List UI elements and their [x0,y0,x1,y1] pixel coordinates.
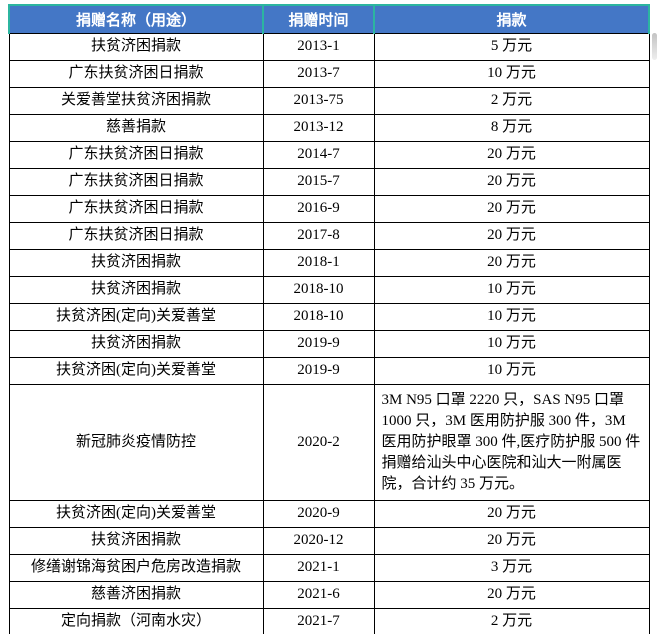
table-row: 扶贫济困捐款 2020-12 20 万元 [8,526,650,555]
header-donation-date: 捐赠时间 [262,4,375,34]
header-row: 捐赠名称（用途） 捐赠时间 捐款 [8,4,650,34]
donation-amount-cell: 10 万元 [373,356,650,385]
table-row: 慈善济困捐款 2021-6 20 万元 [8,580,650,609]
table-row: 定向捐款（河南水灾） 2021-7 2 万元 [8,607,650,634]
donation-name-cell: 广东扶贫济困日捐款 [8,167,264,196]
table-row: 扶贫济困(定向)关爱善堂 2020-9 20 万元 [8,499,650,528]
donation-name-cell: 扶贫济困(定向)关爱善堂 [8,356,264,385]
donation-date-cell: 2019-9 [262,329,375,358]
donations-table-container: 捐赠名称（用途） 捐赠时间 捐款 扶贫济困捐款 2013-1 5 万元 广东扶贫… [8,4,650,634]
table-row: 广东扶贫济困日捐款 2015-7 20 万元 [8,167,650,196]
donations-table: 捐赠名称（用途） 捐赠时间 捐款 扶贫济困捐款 2013-1 5 万元 广东扶贫… [8,4,650,634]
donation-amount-cell: 20 万元 [373,499,650,528]
donation-name-cell: 扶贫济困(定向)关爱善堂 [8,499,264,528]
donation-date-cell: 2013-12 [262,113,375,142]
donation-amount-cell: 3 万元 [373,553,650,582]
donation-date-cell: 2013-1 [262,32,375,61]
donation-date-cell: 2017-8 [262,221,375,250]
donation-amount-detail-cell: 3M N95 口罩 2220 只，SAS N95 口罩 1000 只，3M 医用… [373,383,650,501]
donation-name-cell: 关爱善堂扶贫济困捐款 [8,86,264,115]
donation-name-cell: 慈善捐款 [8,113,264,142]
table-row: 修缮谢锦海贫困户危房改造捐款 2021-1 3 万元 [8,553,650,582]
donation-amount-cell: 20 万元 [373,248,650,277]
donation-name-cell: 扶贫济困(定向)关爱善堂 [8,302,264,331]
table-row: 慈善捐款 2013-12 8 万元 [8,113,650,142]
table-row-covid-details: 新冠肺炎疫情防控 2020-2 3M N95 口罩 2220 只，SAS N95… [8,383,650,501]
table-row: 广东扶贫济困日捐款 2013-7 10 万元 [8,59,650,88]
donation-date-cell: 2018-1 [262,248,375,277]
donation-date-cell: 2021-6 [262,580,375,609]
donation-amount-cell: 5 万元 [373,32,650,61]
donation-date-cell: 2014-7 [262,140,375,169]
donation-date-cell: 2019-9 [262,356,375,385]
donation-amount-cell: 10 万元 [373,59,650,88]
donation-amount-cell: 2 万元 [373,86,650,115]
donation-amount-cell: 20 万元 [373,526,650,555]
donation-name-cell: 新冠肺炎疫情防控 [8,383,264,501]
donation-name-cell: 广东扶贫济困日捐款 [8,140,264,169]
donation-amount-cell: 20 万元 [373,580,650,609]
table-row: 扶贫济困捐款 2019-9 10 万元 [8,329,650,358]
donation-amount-cell: 10 万元 [373,302,650,331]
donation-date-cell: 2021-7 [262,607,375,634]
donation-date-cell: 2020-9 [262,499,375,528]
donation-name-cell: 修缮谢锦海贫困户危房改造捐款 [8,553,264,582]
table-row: 关爱善堂扶贫济困捐款 2013-75 2 万元 [8,86,650,115]
donation-name-cell: 扶贫济困捐款 [8,329,264,358]
donation-date-cell: 2018-10 [262,302,375,331]
donation-name-cell: 广东扶贫济困日捐款 [8,221,264,250]
donation-amount-cell: 20 万元 [373,167,650,196]
donation-date-cell: 2013-7 [262,59,375,88]
donation-amount-cell: 10 万元 [373,275,650,304]
header-donation-amount: 捐款 [373,4,650,34]
donation-date-cell: 2016-9 [262,194,375,223]
donation-amount-cell: 8 万元 [373,113,650,142]
donation-amount-cell: 20 万元 [373,221,650,250]
header-donation-name: 捐赠名称（用途） [8,4,264,34]
table-row: 扶贫济困捐款 2018-1 20 万元 [8,248,650,277]
donation-name-cell: 扶贫济困捐款 [8,275,264,304]
table-row: 广东扶贫济困日捐款 2014-7 20 万元 [8,140,650,169]
table-row: 广东扶贫济困日捐款 2017-8 20 万元 [8,221,650,250]
table-row: 广东扶贫济困日捐款 2016-9 20 万元 [8,194,650,223]
donation-name-cell: 广东扶贫济困日捐款 [8,194,264,223]
donation-amount-cell: 10 万元 [373,329,650,358]
donation-amount-cell: 20 万元 [373,194,650,223]
donation-date-cell: 2013-75 [262,86,375,115]
donation-date-cell: 2018-10 [262,275,375,304]
donation-amount-cell: 20 万元 [373,140,650,169]
scrollbar-thumb[interactable] [652,33,657,60]
table-row: 扶贫济困捐款 2018-10 10 万元 [8,275,650,304]
donation-name-cell: 定向捐款（河南水灾） [8,607,264,634]
donation-name-cell: 广东扶贫济困日捐款 [8,59,264,88]
donation-date-cell: 2020-2 [262,383,375,501]
donation-date-cell: 2020-12 [262,526,375,555]
table-row: 扶贫济困(定向)关爱善堂 2018-10 10 万元 [8,302,650,331]
donation-name-cell: 扶贫济困捐款 [8,32,264,61]
donation-name-cell: 慈善济困捐款 [8,580,264,609]
donation-date-cell: 2015-7 [262,167,375,196]
donation-name-cell: 扶贫济困捐款 [8,526,264,555]
table-row: 扶贫济困(定向)关爱善堂 2019-9 10 万元 [8,356,650,385]
donation-name-cell: 扶贫济困捐款 [8,248,264,277]
donation-date-cell: 2021-1 [262,553,375,582]
donation-amount-cell: 2 万元 [373,607,650,634]
table-row: 扶贫济困捐款 2013-1 5 万元 [8,32,650,61]
